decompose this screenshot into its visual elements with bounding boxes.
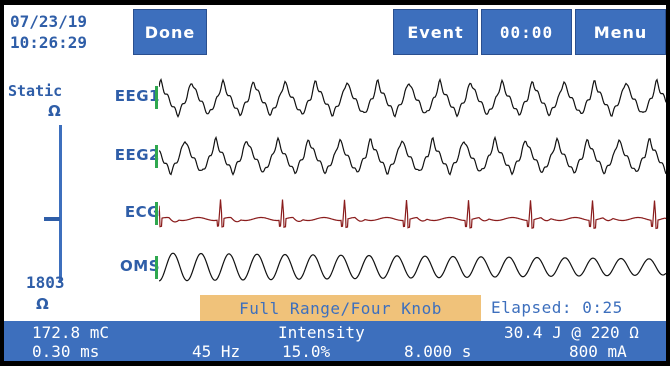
duration-value: 8.000 s bbox=[404, 342, 472, 361]
waveform-traces bbox=[159, 77, 666, 282]
channel-marker-ecg bbox=[155, 202, 158, 225]
ohm-unit-top: Ω bbox=[48, 102, 61, 120]
event-button[interactable]: Event bbox=[393, 9, 478, 55]
ecg-waveform bbox=[159, 199, 666, 230]
channel-marker-oms bbox=[155, 256, 158, 279]
timer-button[interactable]: 00:00 bbox=[481, 9, 572, 55]
stimulus-status-bar: 172.8 mC Intensity 30.4 J @ 220 Ω 0.30 m… bbox=[4, 321, 666, 361]
eeg1-waveform bbox=[159, 77, 666, 119]
mode-banner: Full Range/Four Knob bbox=[200, 295, 481, 321]
impedance-scale-line bbox=[59, 125, 62, 283]
channel-label-oms: OMS bbox=[120, 257, 160, 275]
done-button[interactable]: Done bbox=[133, 9, 207, 55]
channel-label-ecg: ECG bbox=[124, 203, 160, 221]
current-value: 800 mA bbox=[569, 342, 627, 361]
eeg2-waveform bbox=[159, 135, 666, 176]
channel-label-eeg2: EEG2 bbox=[114, 146, 160, 164]
date-text: 07/23/19 bbox=[10, 12, 88, 31]
channel-label-eeg1: EEG1 bbox=[114, 87, 160, 105]
intensity-percent: 15.0% bbox=[282, 342, 331, 361]
pulse-width-value: 0.30 ms bbox=[32, 342, 100, 361]
channel-marker-eeg2 bbox=[155, 145, 158, 168]
ect-monitor-screen: 07/23/19 10:26:29 Done Event 00:00 Menu … bbox=[4, 5, 666, 361]
time-text: 10:26:29 bbox=[10, 33, 88, 52]
menu-button[interactable]: Menu bbox=[575, 9, 666, 55]
ohm-unit-bottom: Ω bbox=[36, 295, 49, 313]
energy-value: 30.4 J @ 220 Ω bbox=[504, 323, 639, 342]
charge-value: 172.8 mC bbox=[32, 323, 110, 342]
channel-marker-eeg1 bbox=[155, 86, 158, 109]
intensity-label: Intensity bbox=[278, 323, 365, 342]
elapsed-time: Elapsed: 0:25 bbox=[491, 298, 623, 317]
impedance-value: 1803 bbox=[26, 273, 65, 292]
frequency-value: 45 Hz bbox=[192, 342, 241, 361]
oms-waveform bbox=[159, 252, 666, 282]
impedance-level-marker bbox=[44, 217, 60, 221]
date-time-display: 07/23/19 10:26:29 bbox=[10, 11, 87, 53]
static-impedance-label: Static bbox=[8, 82, 63, 100]
